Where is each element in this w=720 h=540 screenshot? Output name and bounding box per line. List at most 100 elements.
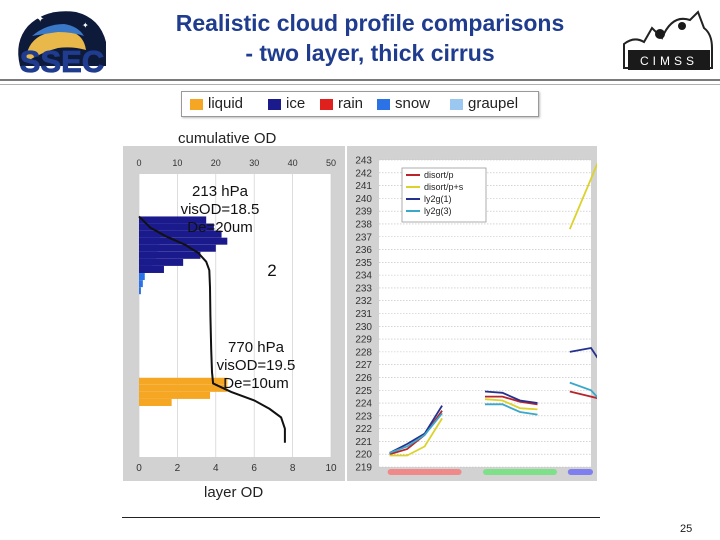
- series-line: [568, 153, 603, 230]
- profile-chart-panel: 0 10 20 30 40 50 0 2 4 6 8 10 213 hPa visOD=18.5 De=20…: [123, 146, 345, 481]
- annotation-line: visOD=19.5: [217, 357, 296, 374]
- header-divider: [0, 79, 720, 81]
- annotation-line: 213 hPa: [192, 183, 249, 200]
- bottom-tick-label: 6: [251, 463, 257, 474]
- page-number: 25: [680, 523, 693, 535]
- y-tick-label: 226: [355, 373, 372, 384]
- top-tick-label: 30: [249, 158, 259, 168]
- ssec-logo-text: SSEC: [20, 44, 104, 76]
- series-legend-label: ly2g(3): [424, 206, 452, 216]
- y-tick-label: 242: [355, 168, 372, 179]
- series-line: [484, 398, 538, 411]
- y-tick-label: 229: [355, 335, 372, 346]
- snow-bar: [139, 273, 145, 281]
- marker-text: 2: [267, 261, 276, 280]
- y-tick-label: 240: [355, 194, 372, 205]
- y-tick-label: 222: [355, 424, 372, 435]
- svg-text:✦: ✦: [36, 14, 44, 25]
- title-line-2: - two layer, thick cirrus: [245, 40, 495, 66]
- top-tick-label: 0: [136, 158, 141, 168]
- ice-bar: [139, 258, 184, 266]
- series-legend-label: ly2g(1): [424, 194, 452, 204]
- y-tick-label: 219: [355, 463, 372, 474]
- svg-text:✦: ✦: [82, 21, 89, 30]
- cimss-logo-text: CIMSS: [640, 54, 698, 68]
- y-tick-label: 239: [355, 207, 372, 218]
- legend-label: snow: [395, 95, 431, 112]
- ice-bar: [139, 216, 207, 224]
- y-tick-label: 225: [355, 386, 372, 397]
- ice-bar: [139, 230, 222, 238]
- group-bar: [483, 469, 557, 475]
- layer-od-label: layer OD: [204, 484, 264, 501]
- series-line: [569, 390, 602, 401]
- temperature-chart: 2432422412402392382372362352342332322312…: [355, 153, 613, 475]
- hydrometeor-legend: liquid ice rain snow graupel: [181, 91, 539, 117]
- legend-swatch: [268, 99, 281, 110]
- series-line: [484, 390, 538, 404]
- y-tick-label: 238: [355, 219, 372, 230]
- liquid-bar: [139, 384, 228, 392]
- bottom-tick-label: 2: [175, 463, 181, 474]
- annotation-line: visOD=18.5: [181, 201, 260, 218]
- annotation-line: 770 hPa: [228, 339, 285, 356]
- series-line: [389, 417, 443, 457]
- ice-bar: [139, 251, 201, 259]
- liquid-bar: [139, 391, 211, 399]
- y-tick-label: 233: [355, 283, 372, 294]
- legend-label: rain: [338, 95, 364, 112]
- legend-label: ice: [286, 95, 306, 112]
- ice-bar: [139, 223, 214, 231]
- series-legend-label: disort/p: [424, 170, 454, 180]
- y-tick-label: 241: [355, 181, 372, 192]
- ice-bar: [139, 244, 216, 252]
- y-tick-label: 220: [355, 450, 372, 461]
- series-line: [485, 395, 538, 406]
- page-title: Realistic cloud profile comparisons - tw…: [130, 8, 610, 68]
- y-tick-label: 236: [355, 245, 372, 256]
- ice-bar: [139, 237, 228, 245]
- y-tick-label: 221: [355, 437, 372, 448]
- y-tick-label: 228: [355, 347, 372, 358]
- annotation-line: De=10um: [223, 375, 288, 392]
- snow-bar: [139, 287, 141, 295]
- y-tick-label: 223: [355, 411, 372, 422]
- legend-swatch: [190, 99, 203, 110]
- cumulative-od-curve: [138, 215, 286, 443]
- ssec-logo: ✦ ✦ SSEC: [6, 2, 118, 79]
- y-tick-label: 227: [355, 360, 372, 371]
- y-tick-label: 232: [355, 296, 372, 307]
- snow-bar: [139, 280, 143, 288]
- series-line: [389, 405, 443, 454]
- temperature-chart-panel: 243 242 241 240 239 238 237 236 235 234 233 232 231 2…: [347, 146, 613, 481]
- top-tick-label: 40: [288, 158, 298, 168]
- top-tick-label: 50: [326, 158, 336, 168]
- cimss-logo: CIMSS: [620, 4, 716, 72]
- y-tick-label: 231: [355, 309, 372, 320]
- group-bar: [387, 469, 462, 475]
- series-legend: [401, 167, 487, 223]
- bottom-tick-label: 10: [325, 463, 337, 474]
- profile-chart: 0 10 20 30 40 50 0 2 4 6 8 10 213 hPavisOD=18.5De=20…: [136, 158, 337, 474]
- top-tick-label: 10: [172, 158, 182, 168]
- header-divider-thin: [0, 84, 720, 85]
- group-bar: [567, 469, 593, 475]
- y-tick-label: 234: [355, 271, 372, 282]
- series-legend-label: disort/p+s: [424, 182, 464, 192]
- legend-swatch: [450, 99, 463, 110]
- top-tick-label: 20: [211, 158, 221, 168]
- y-tick-label: 243: [355, 156, 372, 167]
- y-tick-label: 235: [355, 258, 372, 269]
- legend-label: graupel: [468, 95, 519, 112]
- liquid-bar: [139, 377, 228, 385]
- liquid-bar: [139, 398, 172, 406]
- footer-divider: [122, 517, 600, 518]
- ice-bar: [139, 265, 164, 273]
- legend-swatch: [377, 99, 390, 110]
- bottom-tick-label: 8: [290, 463, 296, 474]
- annotation-line: De=20um: [187, 219, 252, 236]
- bottom-tick-label: 4: [213, 463, 219, 474]
- cumulative-od-label: cumulative OD: [178, 130, 277, 147]
- y-tick-label: 237: [355, 232, 372, 243]
- legend-label: liquid: [208, 95, 244, 112]
